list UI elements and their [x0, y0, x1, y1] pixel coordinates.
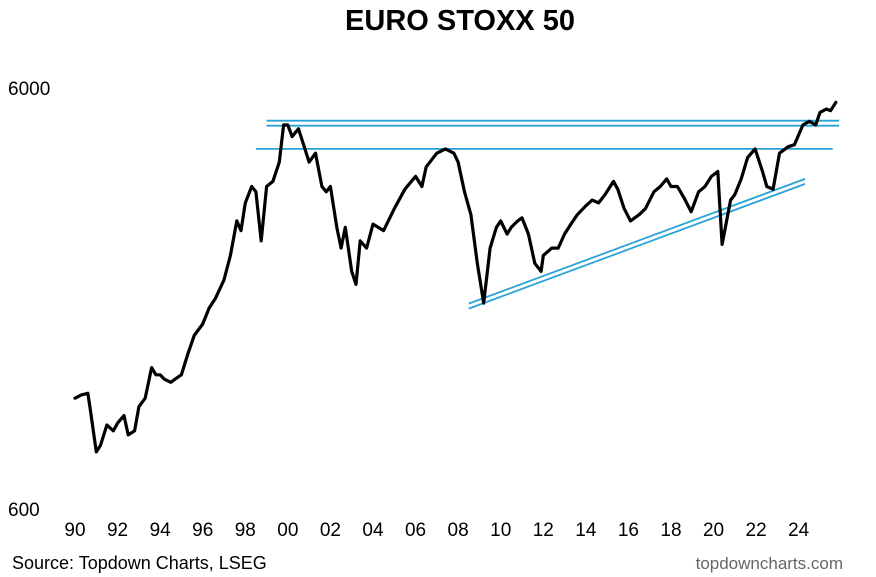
y-tick-label: 6000	[8, 79, 50, 100]
x-tick-label: 08	[448, 520, 469, 541]
reference-lines	[255, 119, 840, 310]
x-tick-label: 12	[533, 520, 554, 541]
brand-watermark: topdowncharts.com	[696, 554, 843, 573]
y-tick-label: 600	[8, 500, 40, 521]
reference-line-2-1	[468, 183, 806, 310]
source-note: Source: Topdown Charts, LSEG	[12, 553, 267, 573]
x-tick-label: 14	[575, 520, 597, 541]
x-tick-label: 98	[235, 520, 256, 541]
y-axis-ticks: 6000 600	[8, 79, 50, 521]
x-tick-label: 92	[107, 520, 128, 541]
x-tick-label: 18	[660, 520, 681, 541]
reference-line-2-0	[468, 178, 806, 305]
x-tick-label: 04	[362, 520, 384, 541]
x-tick-label: 20	[703, 520, 724, 541]
x-tick-label: 24	[788, 520, 810, 541]
x-tick-label: 96	[192, 520, 213, 541]
x-tick-label: 00	[277, 520, 298, 541]
x-tick-label: 10	[490, 520, 511, 541]
x-axis-ticks: 90 92 94 96 98 00 02 04 06 08 10 12 14 16 18 20 22 24	[64, 520, 809, 541]
series-group	[73, 100, 838, 454]
x-tick-label: 90	[64, 520, 85, 541]
x-tick-label: 02	[320, 520, 341, 541]
chart-title: EURO STOXX 50	[345, 5, 575, 37]
x-tick-label: 94	[150, 520, 172, 541]
series-line-0	[73, 100, 838, 454]
x-tick-label: 22	[746, 520, 767, 541]
x-tick-label: 06	[405, 520, 426, 541]
x-tick-label: 16	[618, 520, 639, 541]
